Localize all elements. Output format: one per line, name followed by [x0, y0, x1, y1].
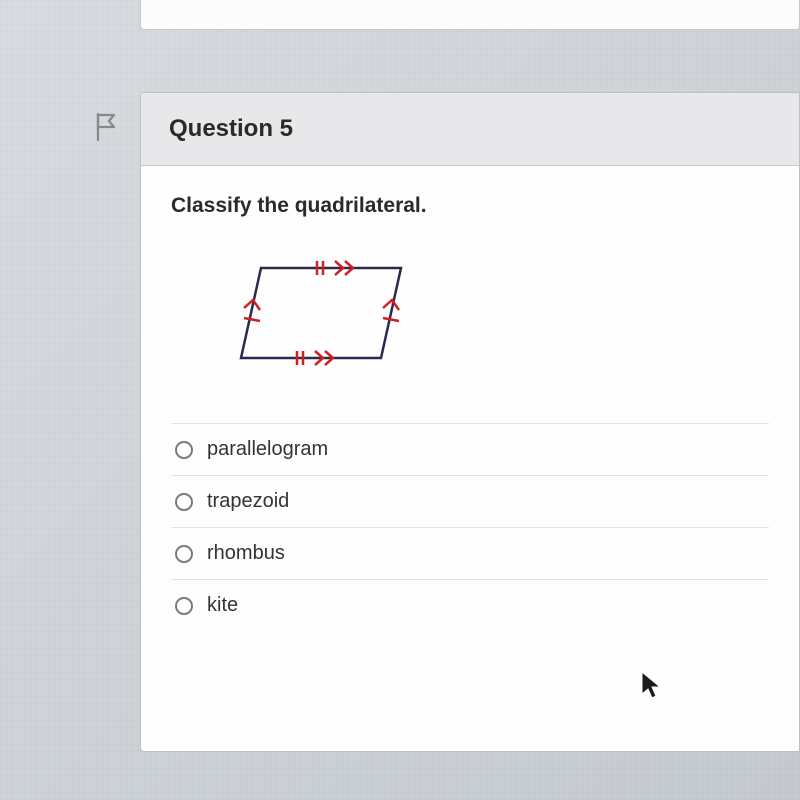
option-trapezoid[interactable]: trapezoid: [171, 475, 769, 527]
question-header: Question 5: [141, 93, 799, 166]
radio-icon[interactable]: [175, 545, 193, 563]
question-prompt: Classify the quadrilateral.: [171, 194, 769, 218]
option-label: kite: [207, 594, 238, 617]
previous-card-edge: [140, 0, 800, 30]
figure-container: [231, 258, 769, 383]
radio-icon[interactable]: [175, 441, 193, 459]
quadrilateral-figure: [231, 258, 421, 378]
option-rhombus[interactable]: rhombus: [171, 527, 769, 579]
radio-icon[interactable]: [175, 597, 193, 615]
option-label: trapezoid: [207, 490, 289, 513]
option-parallelogram[interactable]: parallelogram: [171, 423, 769, 475]
question-card: Question 5 Classify the quadrilateral.: [140, 92, 800, 752]
option-label: parallelogram: [207, 438, 328, 461]
question-body: Classify the quadrilateral.: [141, 166, 799, 641]
option-label: rhombus: [207, 542, 285, 565]
option-kite[interactable]: kite: [171, 579, 769, 631]
radio-icon[interactable]: [175, 493, 193, 511]
options-list: parallelogram trapezoid rhombus kite: [171, 423, 769, 631]
flag-icon[interactable]: [90, 110, 122, 142]
question-number: Question 5: [169, 115, 771, 143]
